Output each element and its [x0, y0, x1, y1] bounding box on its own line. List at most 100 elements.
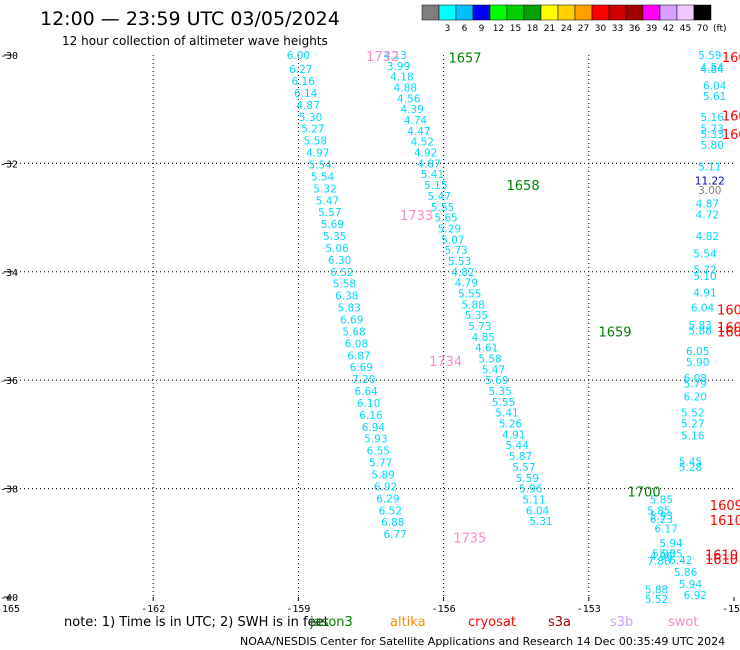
time-labels: 1732 1733 1734 1735 1657 1658 1659 1700 1607 1608…	[366, 50, 740, 568]
pass-time-label: 1734	[429, 355, 462, 370]
wave-height-value: 4.91	[502, 429, 525, 441]
satellite-name: swot	[668, 615, 698, 630]
satellite-name: cryosat	[468, 615, 516, 630]
legend-swatch	[455, 4, 474, 21]
legend-swatch	[557, 4, 576, 21]
wave-height-value: 5.06	[325, 243, 349, 255]
satellite-legend: jason3 altika cryosat s3a s3b swot	[309, 615, 698, 630]
wave-height-value: 5.69	[321, 219, 344, 231]
wave-height-value: 5.59	[698, 50, 721, 62]
wave-height-value: 5.57	[512, 462, 535, 474]
grid	[8, 55, 734, 597]
wave-height-value: 6.04	[703, 80, 727, 92]
legend-swatch	[438, 4, 457, 21]
wave-height-value: 4.96	[650, 551, 674, 563]
wave-height-value: 6.08	[684, 373, 707, 385]
wave-height-value: 4.92	[414, 148, 437, 160]
wave-height-value: 4.88	[394, 83, 417, 95]
pass-time-label: 1659	[598, 325, 631, 340]
wave-height-value: 5.80	[701, 140, 724, 152]
pass-time-label: 1609	[717, 325, 740, 340]
wave-height-value: 5.16	[681, 430, 705, 442]
legend-swatch	[523, 4, 542, 21]
wave-height-value: 4.52	[411, 137, 434, 149]
legend-label: 6	[462, 24, 468, 34]
x-tick-label: -150	[722, 604, 740, 615]
legend-label: 12	[493, 24, 504, 34]
wave-height-value: 5.55	[431, 202, 454, 214]
wave-height-value: 5.61	[703, 91, 726, 103]
data-marks: 6.006.276.166.144.875.305.275.584.975.54…	[287, 50, 727, 606]
legend: 3 6 9 12 15 18 21 24 27 30 33 36 39 42 45 70 (ft)	[421, 4, 727, 34]
wave-height-value: 5.26	[499, 419, 523, 431]
wave-height-value: 6.92	[374, 481, 397, 493]
wave-height-value: 5.52	[681, 408, 704, 420]
wave-height-value: 6.69	[340, 314, 363, 326]
wave-height-value: 4.47	[407, 126, 430, 138]
wave-height-value: 5.73	[444, 245, 467, 257]
wave-height-value: 5.33	[701, 129, 724, 141]
pass-time-label: 1609	[710, 499, 740, 514]
wave-height-value: 5.41	[421, 169, 444, 181]
wave-height-value: 6.77	[384, 529, 407, 541]
pass-time-label: 1610	[710, 514, 740, 529]
pass-time-label: 1732	[366, 50, 399, 65]
wave-height-value: 4.87	[296, 100, 319, 112]
legend-label: 18	[527, 24, 539, 34]
wave-height-value: 6.00	[287, 50, 310, 62]
wave-height-value: 5.65	[434, 213, 457, 225]
y-tick-label: -32	[0, 159, 18, 170]
wave-height-value: 5.35	[465, 310, 488, 322]
pass-time-label: 1610	[705, 553, 738, 568]
pass-time-label: 1608	[722, 128, 740, 143]
legend-swatch	[608, 4, 627, 21]
wave-height-value: 6.29	[376, 493, 399, 505]
wave-height-value: 5.10	[693, 271, 716, 283]
pass-time-label: 1735	[453, 531, 486, 546]
wave-height-value: 6.64	[354, 386, 378, 398]
wave-height-value: 5.94	[679, 579, 703, 591]
legend-label: 70	[697, 24, 709, 34]
wave-height-value: 6.52	[379, 505, 402, 517]
wave-height-value: 5.55	[458, 288, 481, 300]
wave-height-value: 6.38	[335, 291, 358, 303]
legend-label: 21	[544, 24, 555, 34]
wave-height-value: 5.32	[313, 183, 336, 195]
legend-swatch	[472, 4, 491, 21]
wave-height-value: 4.72	[696, 209, 719, 221]
legend-label: 39	[646, 24, 658, 34]
wave-height-value: 5.55	[492, 397, 515, 409]
wave-height-value: 4.84	[701, 64, 725, 76]
wave-height-value: 5.93	[652, 549, 675, 561]
wave-height-value: 6.17	[655, 524, 678, 536]
wave-height-value: 7.86	[647, 556, 671, 568]
wave-height-value: 5.88	[461, 299, 484, 311]
wave-height-value: 5.69	[485, 375, 508, 387]
wave-height-value: 5.79	[684, 378, 707, 390]
legend-swatch	[659, 4, 678, 21]
wave-height-value: 5.16	[701, 112, 725, 124]
wave-height-value: 6.08	[345, 338, 368, 350]
wave-height-value: 6.30	[328, 255, 351, 267]
wave-height-value: 5.27	[681, 419, 704, 431]
wave-height-value: 6.42	[669, 555, 692, 567]
wave-height-value: 5.27	[301, 124, 324, 136]
satellite-name: s3a	[548, 615, 571, 630]
wave-height-value: 7.20	[352, 374, 375, 386]
wave-height-value: 5.58	[304, 136, 327, 148]
wave-height-value: 6.94	[362, 422, 386, 434]
legend-label: 45	[680, 24, 691, 34]
x-tick-label: -159	[286, 604, 310, 615]
wave-height-value: 4.74	[404, 115, 428, 127]
pass-time-label: 1733	[400, 209, 433, 224]
axis-ticks: -165 -162 -159 -156 -153 -150 -30 -32 -34 -36 -38 -…	[0, 51, 740, 615]
wave-height-value: 5.31	[529, 516, 552, 528]
legend-swatch	[591, 4, 610, 21]
legend-label: 24	[561, 24, 573, 34]
wave-height-value: 5.59	[516, 473, 539, 485]
wave-height-value: 6.16	[359, 410, 383, 422]
y-tick-label: -40	[0, 593, 18, 604]
wave-height-value: 5.52	[645, 594, 668, 606]
note-text: note: 1) Time is in UTC; 2) SWH is in fe…	[64, 615, 329, 630]
